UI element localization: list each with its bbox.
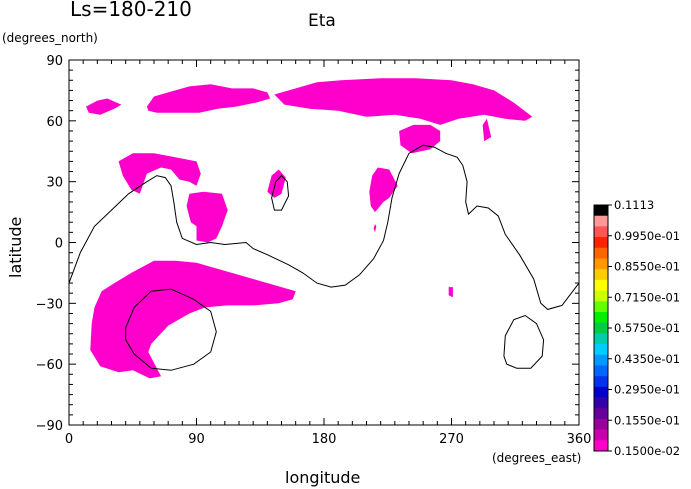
colorbar-label: 0.7150e-01 — [614, 290, 680, 304]
x-tick-label: 270 — [439, 432, 464, 447]
colorbar-label: 0.5750e-01 — [614, 321, 680, 335]
chart-title: Eta — [308, 11, 336, 31]
colorbar-swatch — [594, 344, 608, 356]
x-axis-label: longitude — [285, 468, 360, 487]
contour-equatorial-contour — [68, 144, 580, 310]
y-unit-label: (degrees_north) — [2, 31, 98, 45]
axis-ticks — [68, 59, 580, 426]
tick-labels: 0 90 180 270 360 −90 −60 −30 0 30 60 90 — [36, 54, 592, 447]
subtitle: Ls=180-210 — [70, 0, 192, 21]
colorbar — [593, 204, 609, 452]
region-tiny-dot-215 — [373, 224, 377, 233]
region-north-west-blob — [86, 98, 122, 115]
colorbar-swatch — [594, 290, 608, 302]
colorbar-label: 0.9950e-01 — [614, 229, 680, 243]
colorbar-swatch — [594, 333, 608, 345]
colorbar-swatch — [594, 258, 608, 270]
colorbar-label: 0.4350e-01 — [614, 352, 680, 366]
region-central-patch-220 — [369, 167, 398, 213]
colorbar-label: 0.2950e-01 — [614, 383, 680, 397]
region-southern-band — [90, 260, 296, 379]
region-northern-band-west — [146, 84, 271, 113]
region-small-patch-150 — [267, 169, 286, 198]
contour-lines — [68, 144, 580, 371]
x-tick-label: 360 — [567, 432, 592, 447]
y-tick-label: 60 — [46, 115, 63, 130]
region-small-patch-270 — [448, 287, 453, 298]
filled-regions — [86, 78, 533, 379]
colorbar-swatch — [594, 301, 608, 313]
colorbar-swatch — [594, 429, 608, 441]
colorbar-swatch — [594, 376, 608, 388]
y-tick-label: 90 — [46, 54, 63, 69]
colorbar-label: 0.1500e-02 — [614, 444, 680, 458]
y-tick-label: −30 — [36, 297, 63, 312]
region-west-mid-patch — [118, 153, 201, 194]
colorbar-label: 0.1550e-01 — [614, 413, 680, 427]
y-tick-label: −90 — [36, 419, 63, 434]
colorbar-swatch — [594, 247, 608, 259]
region-northern-band-east — [274, 78, 533, 125]
colorbar-swatch — [594, 311, 608, 324]
colorbar-swatch — [594, 226, 608, 238]
contour-south-west-loop — [125, 288, 217, 371]
y-tick-label: −60 — [36, 358, 63, 373]
y-tick-label: 0 — [55, 237, 63, 252]
y-axis-label: latitude — [6, 217, 25, 278]
colorbar-swatch — [594, 397, 608, 409]
colorbar-swatch — [594, 237, 608, 249]
colorbar-labels: 0.1113 0.9950e-01 0.8550e-01 0.7150e-01 0.57… — [608, 198, 680, 458]
region-northern-small-patch — [482, 118, 492, 142]
colorbar-swatch — [594, 269, 608, 281]
x-unit-label: (degrees_east) — [492, 451, 581, 465]
colorbar-swatch — [594, 365, 608, 377]
x-tick-label: 90 — [188, 432, 205, 447]
x-tick-label: 180 — [312, 432, 337, 447]
colorbar-swatch — [594, 279, 608, 292]
colorbar-swatch — [594, 408, 608, 420]
colorbar-label: 0.8550e-01 — [614, 260, 680, 274]
colorbar-swatch — [594, 354, 608, 366]
colorbar-swatch — [594, 205, 608, 217]
contour-small-loop-150 — [271, 174, 290, 211]
colorbar-swatch — [594, 418, 608, 431]
x-tick-label: 0 — [65, 432, 73, 447]
colorbar-swatch — [594, 322, 608, 334]
colorbar-swatch — [594, 386, 608, 399]
colorbar-swatch — [594, 215, 608, 227]
contour-south-east-loop — [503, 314, 545, 369]
colorbar-swatch — [594, 440, 608, 452]
colorbar-label: 0.1113 — [614, 198, 654, 212]
y-tick-label: 30 — [46, 176, 63, 191]
region-equatorial-west-patch — [186, 191, 228, 243]
region-north-central-patch — [399, 124, 441, 154]
